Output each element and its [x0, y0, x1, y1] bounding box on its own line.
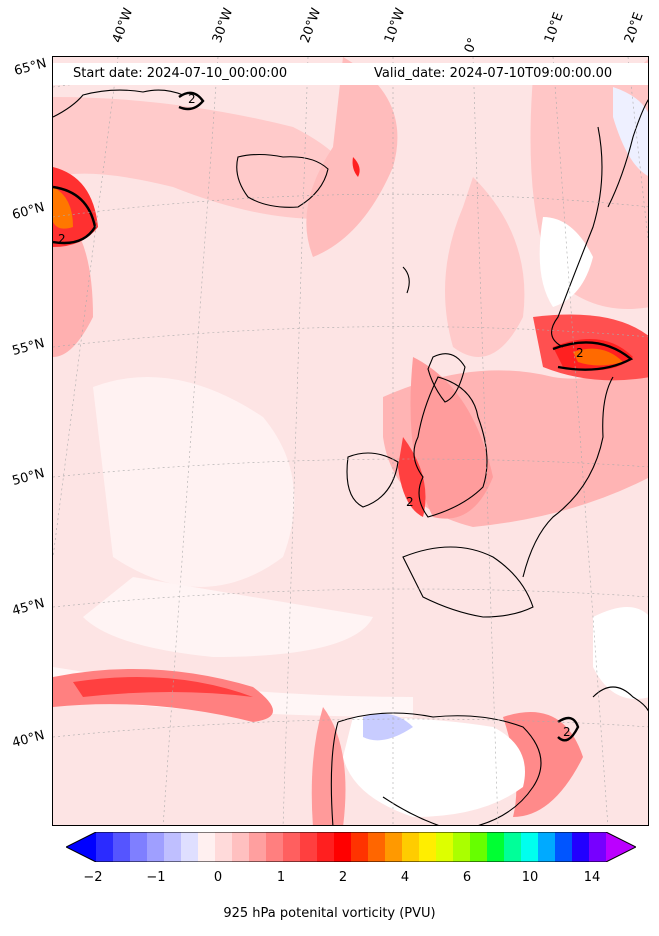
colorbar-swatch: [521, 832, 539, 862]
colorbar-swatch: [198, 832, 216, 862]
lon-label: 10°W: [381, 6, 409, 45]
valid-date-label: Valid_date: 2024-07-10T09:00:00.00: [374, 66, 613, 81]
colorbar-swatch: [470, 832, 488, 862]
colorbar-swatch: [334, 832, 352, 862]
colorbar-swatch: [419, 832, 437, 862]
colorbar-swatches: [64, 831, 638, 863]
colorbar-swatch: [317, 832, 335, 862]
colorbar-swatch: [164, 832, 182, 862]
contour-label: 2: [406, 495, 414, 509]
colorbar-extend-low: [66, 832, 96, 862]
colorbar-swatch: [130, 832, 148, 862]
lat-label: 60°N: [10, 200, 47, 223]
colorbar-swatch: [96, 832, 114, 862]
colorbar-tick: 0: [213, 870, 223, 885]
colorbar-swatch: [283, 832, 301, 862]
colorbar-tick: 4: [400, 870, 410, 885]
colorbar-swatch: [113, 832, 131, 862]
map-panel: [52, 56, 649, 826]
colorbar-title: 925 hPa potenital vorticity (PVU): [223, 906, 436, 921]
colorbar-swatch: [589, 832, 607, 862]
colorbar-swatch: [300, 832, 318, 862]
colorbar-tick: −2: [83, 870, 103, 885]
lat-label: 45°N: [10, 596, 47, 619]
colorbar-swatch: [453, 832, 471, 862]
colorbar-tick: −1: [146, 870, 166, 885]
colorbar-tick: 6: [462, 870, 472, 885]
pv-field: [53, 57, 648, 825]
colorbar-tick: 14: [583, 870, 601, 885]
contour-label: 2: [576, 346, 584, 360]
lat-label: 65°N: [12, 56, 49, 79]
colorbar-swatch: [181, 832, 199, 862]
colorbar-tick: 1: [276, 870, 286, 885]
colorbar-swatch: [572, 832, 590, 862]
colorbar: [64, 831, 638, 863]
colorbar-swatch: [538, 832, 556, 862]
contour-label: 2: [188, 92, 196, 106]
header-strip: [53, 63, 648, 85]
lat-label: 55°N: [10, 336, 47, 359]
coastlines: [53, 89, 648, 825]
colorbar-swatch: [266, 832, 284, 862]
lon-label: 0°: [461, 35, 482, 55]
contour-label: 2: [563, 725, 571, 739]
colorbar-swatch: [232, 832, 250, 862]
lat-label: 50°N: [10, 466, 47, 489]
colorbar-swatch: [487, 832, 505, 862]
colorbar-swatch: [385, 832, 403, 862]
lon-label: 20°E: [621, 10, 647, 46]
colorbar-tick: 2: [338, 870, 348, 885]
colorbar-tick: 10: [521, 870, 539, 885]
colorbar-swatch: [368, 832, 386, 862]
colorbar-swatch: [436, 832, 454, 862]
lon-label: 30°W: [209, 6, 237, 45]
colorbar-swatch: [249, 832, 267, 862]
colorbar-swatch: [504, 832, 522, 862]
lon-label: 40°W: [109, 6, 137, 45]
lat-label: 40°N: [10, 728, 47, 751]
contour-label: 2: [58, 232, 66, 246]
colorbar-swatch: [147, 832, 165, 862]
colorbar-swatch: [555, 832, 573, 862]
colorbar-extend-high: [606, 832, 636, 862]
lon-label: 10°E: [541, 10, 567, 46]
colorbar-swatch: [402, 832, 420, 862]
colorbar-swatch: [215, 832, 233, 862]
lon-label: 20°W: [297, 6, 325, 45]
colorbar-swatch: [351, 832, 369, 862]
start-date-label: Start date: 2024-07-10_00:00:00: [73, 66, 288, 81]
